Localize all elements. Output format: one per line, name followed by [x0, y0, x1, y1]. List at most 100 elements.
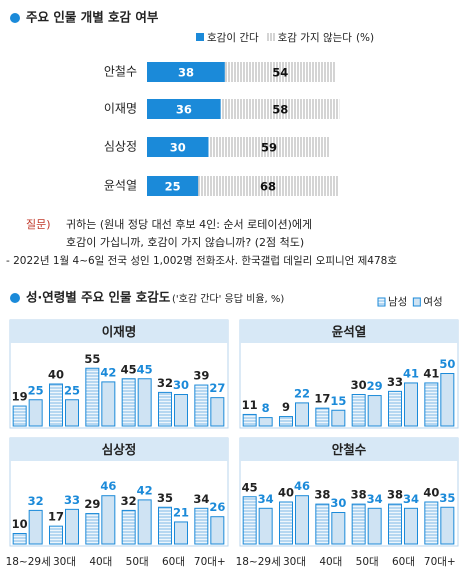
bar: [28, 509, 43, 545]
bar: [388, 390, 402, 427]
value-label: 59: [261, 141, 277, 155]
x-tick-label: 60대: [392, 556, 415, 568]
value-label: 30: [330, 496, 346, 510]
value-label: 32: [121, 494, 137, 508]
bar: [351, 503, 366, 545]
bar: [101, 495, 116, 545]
bar: [315, 407, 330, 427]
bar: [121, 509, 136, 545]
note-line: 귀하는 (원내 정당 대선 후보 4인: 순서 로테이션)에게: [66, 217, 312, 231]
panel-header: [10, 320, 228, 343]
bar: [210, 397, 225, 427]
value-label: 55: [84, 352, 100, 366]
bar: [440, 506, 455, 545]
x-tick-label: 60대: [162, 556, 185, 568]
x-tick-label: 70대+: [194, 556, 226, 568]
bar: [65, 508, 79, 545]
value-label: 21: [173, 505, 189, 519]
value-label: 68: [260, 180, 276, 194]
x-tick-label: 30대: [53, 556, 76, 568]
bullet: [10, 13, 20, 23]
bar: [49, 383, 63, 427]
legend-label: 남성: [388, 296, 407, 308]
bar: [331, 512, 346, 545]
value-label: 34: [403, 492, 419, 506]
bar: [85, 513, 100, 545]
legend-swatch: [266, 33, 275, 41]
bar: [158, 506, 172, 545]
x-tick-label: 40대: [319, 556, 342, 568]
bar: [258, 417, 273, 427]
value-label: 54: [272, 66, 288, 80]
value-label: 26: [209, 500, 225, 514]
value-label: 17: [314, 392, 330, 406]
value-label: 38: [314, 488, 330, 502]
legend-label: 여성: [423, 296, 442, 308]
bar-segment: [198, 176, 338, 196]
value-label: 38: [178, 66, 194, 80]
note-source: - 2022년 1월 4~6일 전국 성인 1,002명 전화조사. 한국갤럽 …: [6, 254, 397, 267]
value-label: 38: [387, 488, 403, 502]
bar: [404, 507, 418, 545]
x-tick-label: 18~29세: [236, 556, 281, 568]
value-label: 46: [294, 479, 310, 493]
value-label: 45: [137, 362, 153, 376]
value-label: 40: [278, 486, 294, 500]
bar: [367, 507, 382, 545]
bar-segment: [147, 62, 225, 82]
bar: [49, 525, 63, 545]
panel-title: 심상정: [102, 442, 137, 457]
value-label: 40: [48, 368, 64, 382]
value-label: 32: [28, 494, 44, 508]
x-tick-label: 40대: [89, 556, 112, 568]
value-label: 15: [330, 394, 346, 408]
bar: [158, 391, 172, 427]
value-label: 32: [157, 376, 173, 390]
value-label: 22: [294, 386, 310, 400]
panel-header: [10, 438, 228, 461]
value-label: 25: [165, 180, 181, 194]
bar: [258, 507, 273, 545]
bar: [367, 395, 382, 427]
bar: [404, 382, 418, 427]
row-label: 윤석열: [104, 179, 137, 193]
panel-title: 윤석열: [332, 324, 367, 339]
value-label: 40: [423, 486, 439, 500]
bar-segment: [224, 62, 336, 82]
value-label: 35: [439, 491, 455, 505]
value-label: 42: [100, 365, 116, 379]
section-title: 주요 인물 개별 호감 여부: [26, 10, 159, 25]
value-label: 17: [48, 510, 64, 524]
value-label: 58: [272, 103, 288, 117]
bar: [315, 503, 330, 545]
x-tick-label: 70대+: [424, 556, 456, 568]
value-label: 25: [64, 383, 80, 397]
section-title: 성·연령별 주요 인물 호감도: [26, 290, 171, 305]
bar: [295, 495, 309, 545]
value-label: 41: [423, 366, 439, 380]
bar: [424, 501, 439, 545]
value-label: 11: [242, 398, 258, 412]
panel-header: [240, 438, 458, 461]
value-label: 45: [242, 480, 258, 494]
value-label: 30: [170, 141, 186, 155]
bar: [101, 381, 116, 427]
bar: [121, 378, 136, 427]
value-label: 46: [100, 479, 116, 493]
note-line: 호감이 가십니까, 호감이 가지 않습니까? (2점 척도): [66, 236, 304, 249]
section-subtitle: ('호감 간다' 응답 비율, %): [172, 293, 284, 305]
bar-segment: [208, 137, 330, 157]
x-tick-label: 50대: [356, 556, 379, 568]
value-label: 34: [193, 492, 209, 506]
bar: [12, 533, 27, 545]
bar: [65, 399, 79, 427]
value-label: 36: [176, 103, 192, 117]
bar: [137, 499, 152, 545]
bar: [210, 516, 225, 545]
row-label: 이재명: [104, 102, 137, 116]
bar-segment: [147, 137, 209, 157]
x-tick-label: 18~29세: [6, 556, 51, 568]
bar-segment: [147, 176, 199, 196]
legend-swatch: [377, 297, 386, 307]
value-label: 30: [351, 378, 367, 392]
